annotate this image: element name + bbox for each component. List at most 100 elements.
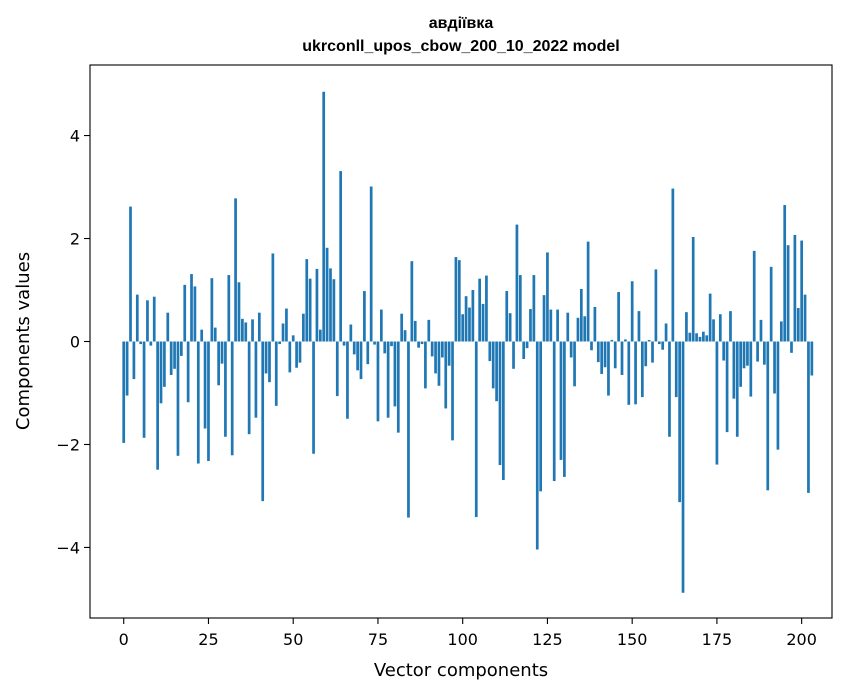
bar [495,341,498,402]
bar [156,341,159,470]
bar [583,316,587,342]
bar [227,275,231,342]
chart-title-line-2: ukrconll_upos_cbow_200_10_2022 model [302,38,619,55]
bar [613,341,617,369]
bar [756,341,759,362]
bar [749,341,753,397]
bar [579,288,583,342]
bar [508,313,512,342]
bar [708,293,712,342]
bar [752,250,756,342]
bar [291,335,295,342]
bar [335,341,339,397]
bar [763,341,766,365]
bar [346,341,349,419]
bar [800,240,804,342]
bar [705,335,709,342]
bar [241,318,244,342]
bar [518,275,522,342]
bar [461,314,465,342]
bar [596,341,600,363]
bar [535,341,539,550]
bar [769,266,773,342]
x-tick-label: 100 [447,630,478,649]
bar [468,307,471,342]
bar [274,341,278,406]
bar [213,327,217,342]
bar [542,295,546,342]
bar [237,282,241,342]
bar [424,341,427,389]
bar [413,320,417,342]
bar [637,311,641,342]
bar [322,91,326,342]
bar [552,341,556,482]
x-tick-label: 0 [119,630,129,649]
bar [305,259,309,342]
y-axis-ticks: −4 −2 0 2 4 [56,127,90,557]
bar [712,319,715,342]
bar [698,336,702,342]
bar [295,341,298,368]
bar [732,341,736,399]
bar [152,296,156,342]
bar [600,341,604,374]
bar [437,341,441,386]
bar [603,341,607,368]
bar [671,188,675,342]
bar [522,341,526,360]
bar [796,308,800,342]
bar [210,278,214,342]
bar [742,341,746,369]
bar [173,341,176,369]
bar [668,341,671,437]
bar [417,341,420,348]
bar [261,341,265,502]
y-tick-label: 2 [70,230,80,249]
bar-series [122,91,814,593]
bar [203,341,207,429]
bar [169,341,173,375]
bar [512,341,515,369]
bar [681,341,685,593]
bar [627,341,631,405]
x-tick-label: 25 [198,630,218,649]
bar [454,257,458,342]
x-tick-label: 175 [702,630,733,649]
bar [566,312,570,342]
bar [695,333,698,342]
bar [135,294,139,342]
bar [498,341,502,466]
bar [451,341,454,441]
bar [176,341,180,456]
bar [485,275,488,342]
bar [786,245,790,342]
bar [369,186,373,342]
bar [196,341,200,464]
bar [251,319,254,342]
bar [281,323,285,342]
bar [332,279,336,342]
x-tick-label: 125 [532,630,563,649]
bar [356,341,359,371]
bar [569,341,573,358]
bar [230,341,234,456]
bar [257,312,261,342]
bar [783,205,787,342]
plot-frame [89,64,833,619]
bar [759,319,763,342]
bar [634,341,637,405]
bar [725,341,729,433]
bar [559,341,563,460]
bar [132,341,136,380]
bar [607,341,610,396]
bar [420,341,424,345]
bar [315,268,319,342]
bar [640,341,644,398]
bar [776,341,780,450]
bar [254,341,258,418]
bar [457,260,461,342]
bar [617,292,620,342]
bar [644,341,648,367]
bar [807,341,810,493]
